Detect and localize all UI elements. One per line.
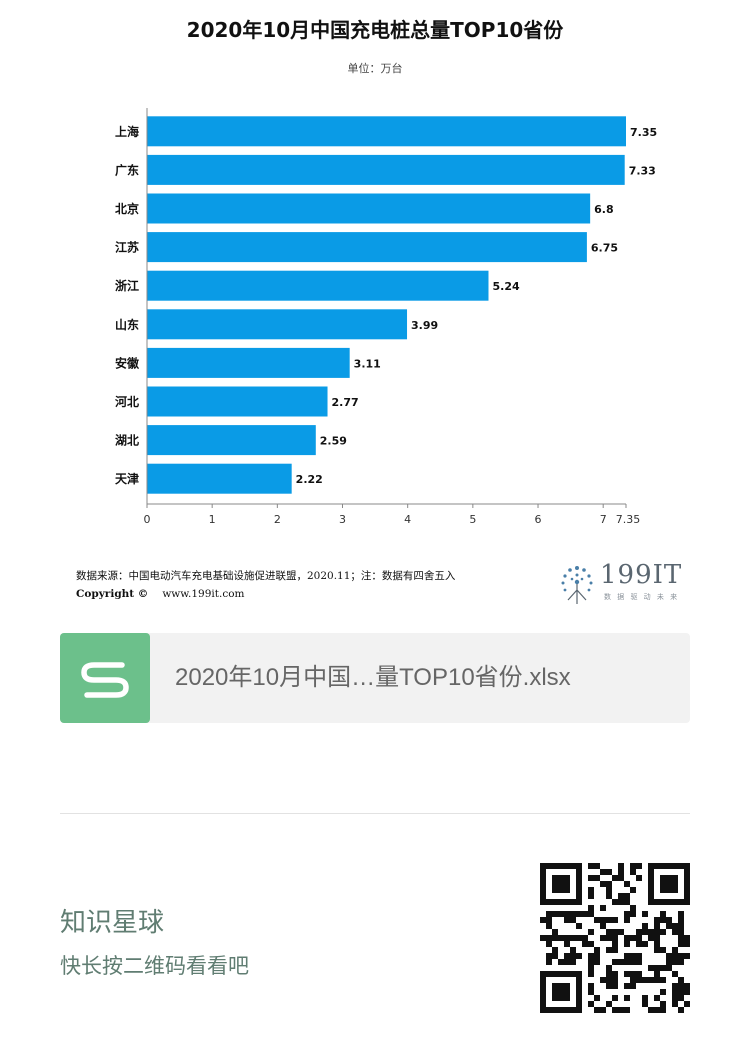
spreadsheet-s-icon — [60, 633, 150, 723]
category-label: 上海 — [115, 124, 139, 139]
bar-2 — [147, 154, 625, 185]
qr-code-icon[interactable] — [540, 863, 690, 1013]
data-label: 5.24 — [492, 280, 519, 293]
data-label: 2.77 — [332, 396, 359, 409]
x-tick-label: 6 — [535, 513, 542, 526]
promo-subtitle: 快长按二维码看看吧 — [60, 954, 249, 978]
x-tick-label: 1 — [209, 513, 216, 526]
chart-unit: 单位：万台 — [347, 62, 403, 75]
bar-chart: 上海 7.35 广东 7.33 北京 6.8 江苏 6.75 浙江 5.24 山东 3.99 安徽 3.1… — [114, 108, 657, 526]
data-label: 2.22 — [296, 473, 323, 486]
bar-5 — [147, 270, 489, 301]
data-label: 2.59 — [320, 435, 347, 448]
category-label: 天津 — [115, 471, 139, 486]
data-label: 7.33 — [629, 164, 656, 177]
bar-8 — [147, 386, 328, 417]
category-label: 湖北 — [115, 433, 139, 448]
data-label: 6.75 — [591, 242, 618, 255]
bar-6 — [147, 309, 408, 340]
x-tick-label: 7 — [600, 513, 607, 526]
data-label: 3.11 — [354, 357, 381, 370]
bar-4 — [147, 232, 587, 263]
category-label: 河北 — [114, 394, 139, 409]
bars-layer: 上海 7.35 广东 7.33 北京 6.8 江苏 6.75 浙江 5.24 山东 3.99 安徽 3.1… — [114, 116, 657, 494]
category-label: 江苏 — [115, 240, 139, 255]
source-note: 数据来源：中国电动汽车充电基础设施促进联盟，2020.11；注：数据有四舍五入 — [76, 570, 456, 582]
dandelion-logo-icon — [561, 566, 593, 604]
divider — [60, 813, 690, 814]
category-label: 浙江 — [115, 278, 139, 293]
data-label: 3.99 — [411, 319, 438, 332]
category-label: 广东 — [115, 162, 139, 177]
attachment-file-name: 2020年10月中国…量TOP10省份.xlsx — [175, 664, 571, 691]
x-tick-label: 4 — [404, 513, 411, 526]
x-tick-label: 7.35 — [616, 513, 641, 526]
copyright-label: Copyright © — [76, 588, 149, 600]
x-tick-label: 3 — [339, 513, 346, 526]
data-label: 6.8 — [594, 203, 614, 216]
199it-logo: 199IT 数 据 驱 动 未 来 — [554, 560, 684, 606]
website-link[interactable]: www.199it.com — [162, 588, 245, 600]
attachment-card[interactable]: 2020年10月中国…量TOP10省份.xlsx — [60, 633, 690, 723]
x-tick-label: 0 — [144, 513, 151, 526]
bar-3 — [147, 193, 591, 224]
promo-title: 知识星球 — [60, 908, 165, 938]
bar-1 — [147, 116, 626, 147]
data-label: 7.35 — [630, 126, 657, 139]
copyright-line: Copyright © www.199it.com — [76, 588, 244, 600]
qr-modules — [540, 863, 690, 1013]
chart-title: 2020年10月中国充电桩总量TOP10省份 — [186, 18, 564, 42]
bar-9 — [147, 425, 316, 456]
category-label: 山东 — [115, 317, 139, 332]
x-tick-label: 2 — [274, 513, 281, 526]
bar-7 — [147, 347, 350, 378]
x-tick-label: 5 — [469, 513, 476, 526]
x-axis: 0 1 2 3 4 5 6 7 7.35 — [144, 108, 641, 526]
logo-slogan: 数 据 驱 动 未 来 — [604, 593, 680, 601]
category-label: 北京 — [115, 201, 139, 216]
bar-10 — [147, 463, 292, 494]
logo-text: 199IT — [600, 560, 683, 590]
category-label: 安徽 — [115, 355, 140, 370]
